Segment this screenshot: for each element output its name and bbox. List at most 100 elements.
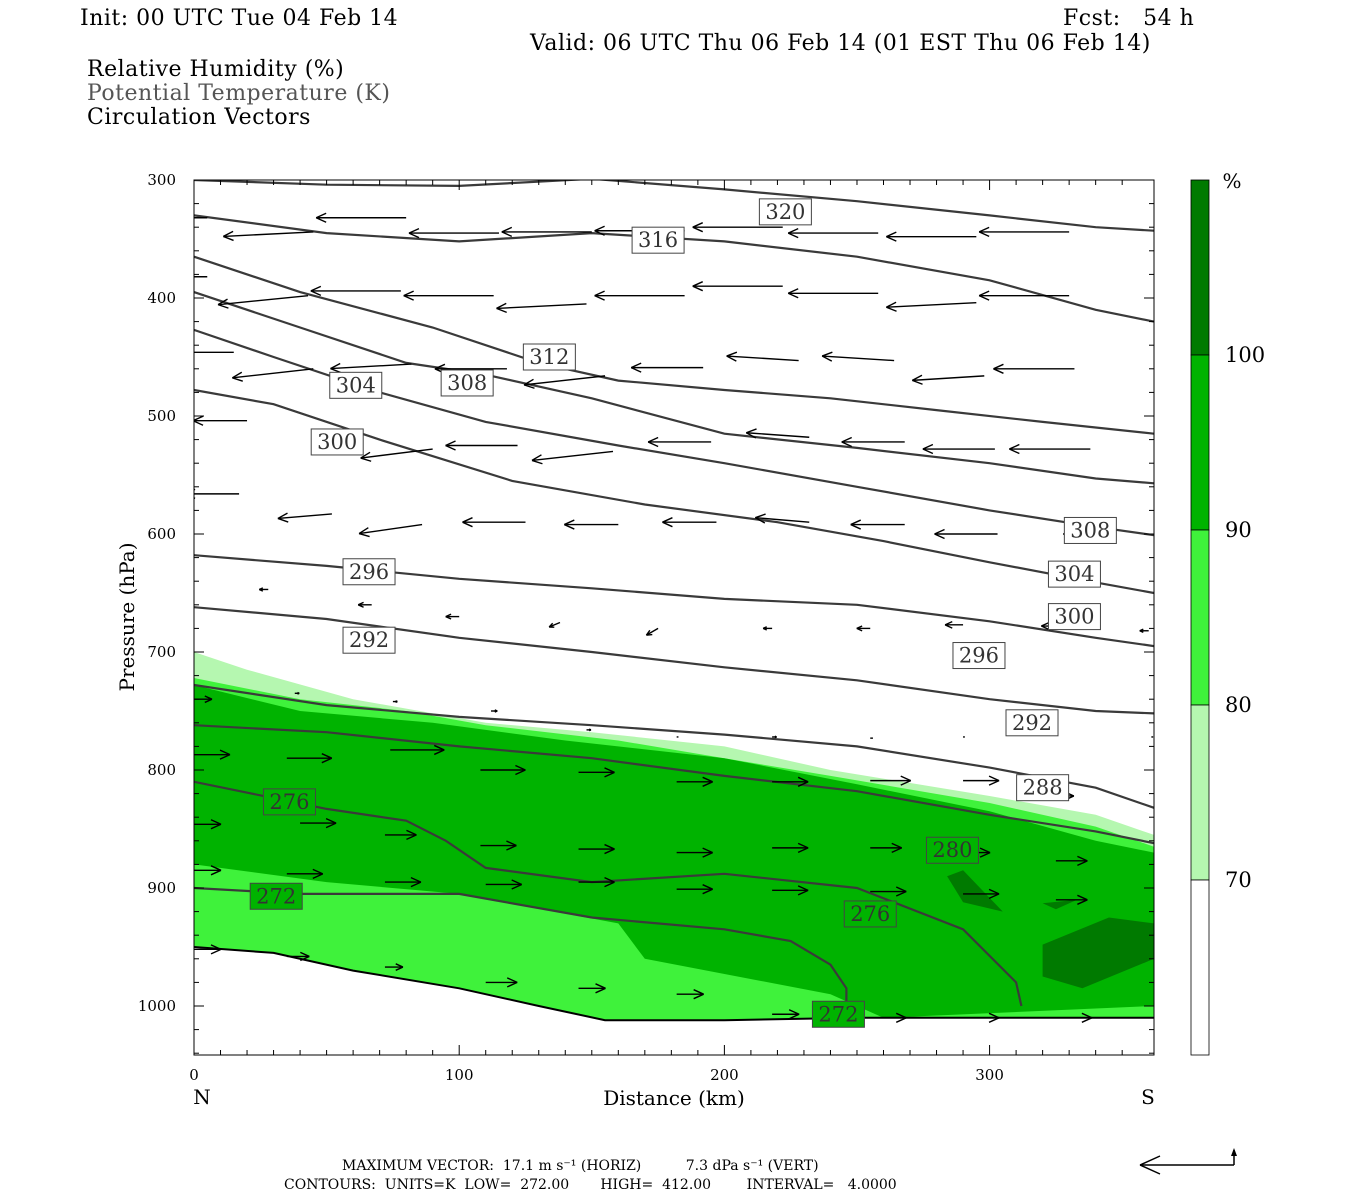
svg-text:280: 280 bbox=[932, 838, 972, 862]
svg-text:304: 304 bbox=[1054, 562, 1094, 586]
wind-vector bbox=[194, 865, 222, 876]
wind-vector bbox=[578, 983, 606, 994]
wind-vector bbox=[692, 222, 783, 233]
theta-contour-320 bbox=[194, 180, 1154, 232]
rh-100-region bbox=[947, 870, 1003, 912]
contour-labels: 320 316 312 308 304 300 308 304 300 296 292 296 292 2… bbox=[249, 198, 1117, 1028]
field-title-theta: Potential Temperature (K) bbox=[87, 81, 391, 106]
wind-vector bbox=[772, 776, 809, 787]
wind-vector bbox=[676, 884, 713, 895]
theta-contour-272 bbox=[194, 886, 848, 1006]
svg-text:308: 308 bbox=[447, 371, 487, 395]
colorbar-tick-label: 70 bbox=[1225, 868, 1252, 892]
wind-vector bbox=[963, 888, 1000, 900]
wind-vector bbox=[594, 290, 685, 301]
wind-vector bbox=[360, 448, 433, 462]
svg-text:288: 288 bbox=[1023, 776, 1063, 800]
wind-vector bbox=[934, 528, 998, 540]
wind-vector bbox=[357, 601, 372, 608]
wind-vector bbox=[294, 691, 300, 695]
x-axis-label: Distance (km) bbox=[603, 1086, 745, 1110]
wind-vector bbox=[491, 709, 498, 713]
contour-label-296: 296 bbox=[342, 558, 396, 586]
colorbar-segment bbox=[1190, 529, 1210, 706]
wind-vector bbox=[315, 212, 407, 223]
colorbar-segment bbox=[1190, 354, 1210, 531]
colorbar-segment bbox=[1190, 179, 1210, 356]
theta-contour-296 bbox=[194, 554, 1154, 648]
x-left-end-label: N bbox=[193, 1085, 211, 1109]
wind-vector bbox=[445, 440, 518, 451]
contour-label-304: 304 bbox=[1047, 560, 1101, 588]
wind-vector bbox=[645, 627, 659, 636]
y-tick-label: 800 bbox=[147, 761, 176, 779]
theta-contour-316 bbox=[194, 214, 1154, 323]
svg-text:308: 308 bbox=[1070, 518, 1110, 542]
wind-vector bbox=[762, 626, 773, 631]
wind-vector bbox=[1009, 443, 1091, 455]
contour-label-276: 276 bbox=[843, 900, 897, 928]
init-time: Init: 00 UTC Tue 04 Feb 14 bbox=[80, 6, 399, 31]
colorbar: % 70 80 90 100 bbox=[1190, 169, 1265, 1056]
wind-vector bbox=[194, 276, 208, 278]
wind-vector bbox=[1055, 855, 1088, 866]
wind-vector bbox=[772, 735, 777, 739]
wind-vector bbox=[978, 290, 1070, 301]
theta-contour-304 bbox=[194, 328, 1154, 537]
wind-vector bbox=[676, 989, 704, 1000]
wind-vector bbox=[523, 375, 606, 389]
wind-vector bbox=[856, 625, 871, 632]
field-title-vectors: Circulation Vectors bbox=[87, 105, 311, 130]
wind-vector bbox=[194, 488, 240, 500]
wind-vector bbox=[772, 842, 809, 854]
wind-vector bbox=[993, 363, 1075, 374]
wind-vector bbox=[944, 620, 964, 629]
wind-vector bbox=[194, 944, 222, 955]
wind-vector bbox=[726, 351, 799, 362]
max-vector-note: MAXIMUM VECTOR: 17.1 m s⁻¹ (HORIZ) 7.3 d… bbox=[342, 1158, 819, 1174]
wind-vector bbox=[578, 876, 615, 888]
wind-vector bbox=[676, 847, 713, 858]
wind-vector bbox=[586, 728, 592, 732]
contour-label-272: 272 bbox=[249, 882, 303, 910]
svg-text:276: 276 bbox=[269, 790, 309, 814]
wind-vector bbox=[692, 281, 783, 292]
wind-vector bbox=[662, 517, 717, 528]
wind-vector bbox=[886, 301, 977, 312]
wind-vector bbox=[485, 977, 518, 988]
wind-vector bbox=[485, 879, 523, 890]
contour-label-292: 292 bbox=[342, 626, 396, 654]
wind-vector bbox=[310, 285, 401, 297]
wind-vector bbox=[548, 621, 561, 628]
wind-vector bbox=[231, 368, 314, 382]
svg-text:312: 312 bbox=[529, 345, 569, 369]
wind-vector bbox=[330, 362, 412, 374]
reference-vector-icon bbox=[1139, 1148, 1237, 1175]
wind-vector bbox=[870, 1012, 907, 1023]
contour-label-280: 280 bbox=[925, 836, 979, 864]
rh-100-region bbox=[1042, 899, 1078, 910]
wind-vector bbox=[286, 868, 324, 879]
svg-text:300: 300 bbox=[1054, 605, 1094, 629]
colorbar-segment bbox=[1190, 704, 1210, 881]
wind-vector bbox=[676, 776, 713, 787]
x-tick-label: 100 bbox=[445, 1066, 474, 1084]
svg-text:316: 316 bbox=[638, 228, 678, 252]
wind-vector bbox=[772, 1009, 800, 1020]
wind-vector bbox=[963, 1012, 1000, 1023]
wind-vector bbox=[787, 288, 879, 299]
y-axis-label: Pressure (hPa) bbox=[115, 543, 139, 692]
wind-vector bbox=[403, 290, 494, 301]
wind-vector bbox=[578, 767, 615, 778]
x-tick-label: 0 bbox=[189, 1066, 199, 1084]
y-tick-label: 900 bbox=[147, 879, 176, 897]
y-tick-label: 1000 bbox=[138, 997, 176, 1015]
contour-label-316: 316 bbox=[631, 226, 685, 254]
theta-contour-280 bbox=[194, 724, 1154, 845]
wind-vector bbox=[286, 951, 310, 962]
wind-vector bbox=[501, 226, 592, 238]
svg-text:272: 272 bbox=[818, 1002, 858, 1026]
y-tick-label: 300 bbox=[147, 171, 176, 189]
svg-text:320: 320 bbox=[765, 200, 805, 224]
